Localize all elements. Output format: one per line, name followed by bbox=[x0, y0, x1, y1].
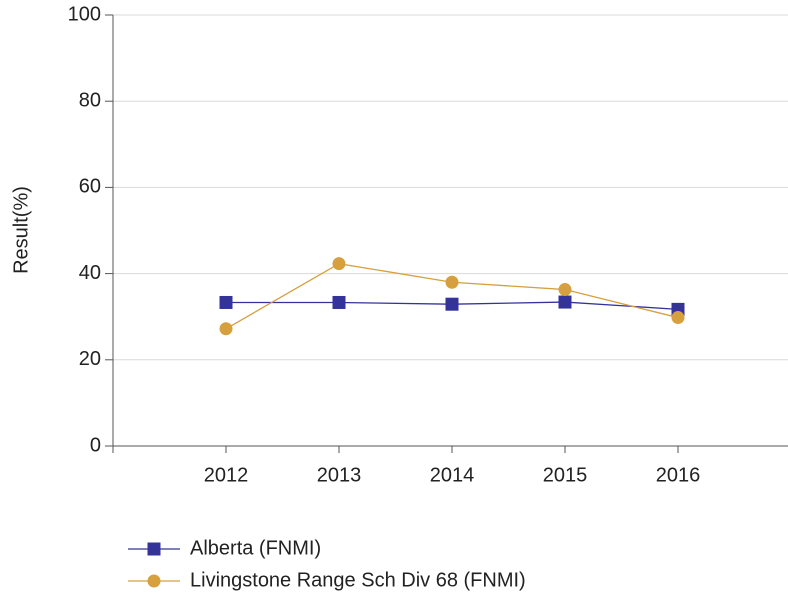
data-point bbox=[219, 295, 233, 309]
data-point bbox=[558, 295, 572, 309]
legend-label: Alberta (FNMI) bbox=[190, 537, 321, 559]
data-point bbox=[558, 283, 572, 297]
y-tick-label: 40 bbox=[79, 262, 101, 284]
y-tick-label: 60 bbox=[79, 176, 101, 198]
x-tick-label: 2012 bbox=[204, 464, 249, 486]
data-point bbox=[219, 322, 233, 336]
legend-marker bbox=[147, 574, 161, 588]
y-tick-label: 80 bbox=[79, 89, 101, 111]
data-point bbox=[445, 297, 459, 311]
y-tick-label: 100 bbox=[68, 3, 101, 25]
legend-label: Livingstone Range Sch Div 68 (FNMI) bbox=[190, 569, 526, 591]
x-tick-label: 2014 bbox=[430, 464, 475, 486]
legend-marker bbox=[147, 542, 161, 556]
x-tick-label: 2016 bbox=[656, 464, 701, 486]
y-axis-label: Result(%) bbox=[10, 186, 32, 274]
data-point bbox=[445, 275, 459, 289]
y-tick-label: 0 bbox=[90, 434, 101, 456]
data-point bbox=[332, 295, 346, 309]
x-tick-label: 2015 bbox=[543, 464, 588, 486]
data-point bbox=[671, 311, 685, 325]
x-tick-label: 2013 bbox=[317, 464, 362, 486]
y-tick-label: 20 bbox=[79, 348, 101, 370]
data-point bbox=[332, 257, 346, 271]
